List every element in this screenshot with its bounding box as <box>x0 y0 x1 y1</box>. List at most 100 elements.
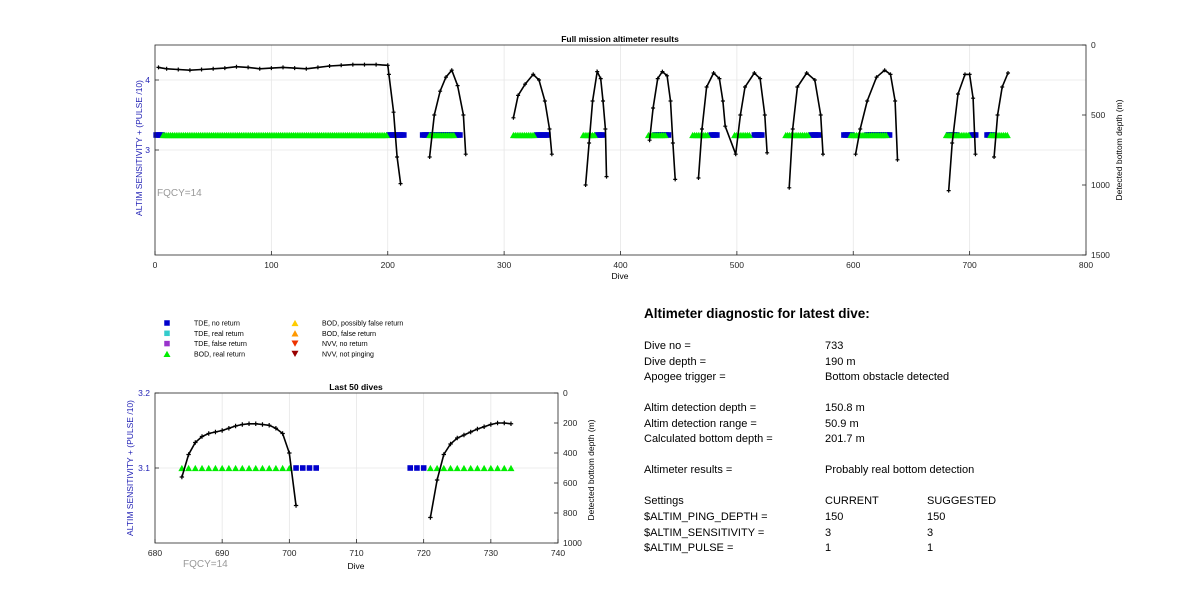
depth-marker <box>443 75 448 80</box>
depth-marker <box>946 188 951 193</box>
bod-real-return-marker <box>530 131 538 139</box>
depth-marker <box>233 423 238 429</box>
depth-marker <box>1006 71 1011 75</box>
depth-marker <box>448 441 453 447</box>
depth-marker <box>280 431 285 436</box>
bod-real-return-marker <box>433 464 441 472</box>
bod-real-return-marker <box>480 464 488 472</box>
top-x-axis-label: Dive <box>611 271 628 281</box>
depth-marker <box>428 515 433 520</box>
depth-marker <box>547 127 552 131</box>
depth-marker <box>865 99 870 103</box>
y-tick-label: 3.2 <box>138 388 150 398</box>
depth-marker <box>339 63 344 68</box>
depth-line <box>584 69 608 186</box>
legend-square-icon <box>164 320 170 326</box>
depth-marker <box>704 85 709 89</box>
x-tick-label: 800 <box>1079 260 1093 270</box>
setting-suggested: 1 <box>927 542 934 554</box>
bod-real-return-marker <box>507 464 515 472</box>
depth-marker <box>434 477 440 483</box>
depth-marker <box>385 63 390 68</box>
y2-tick-label: 800 <box>563 508 577 518</box>
bod-real-return-marker <box>745 131 753 139</box>
apogee-label: Apogee trigger = <box>644 371 726 383</box>
bod-real-return-marker <box>426 464 434 472</box>
depth-marker <box>598 76 603 81</box>
x-tick-label: 690 <box>215 548 229 558</box>
depth-marker <box>516 93 521 98</box>
tde-no-return-marker <box>306 465 313 471</box>
bod-real-return-marker <box>467 464 475 472</box>
depth-marker <box>481 424 487 429</box>
tde-no-return-marker <box>293 465 299 471</box>
top-y-ticks: 34 <box>145 75 159 155</box>
tde-no-return-marker <box>299 465 306 471</box>
depth-marker <box>186 452 191 457</box>
depth-marker <box>787 185 792 190</box>
bod-real-return-marker <box>258 464 266 472</box>
depth-marker <box>187 68 192 73</box>
bod-real-return-marker <box>198 464 206 472</box>
depth-marker <box>762 113 767 117</box>
bod-real-return-marker <box>191 464 199 472</box>
depth-marker <box>587 141 592 145</box>
bottom-y-axis-label: ALTIM SENSITIVITY + (PULSE /10) <box>125 400 135 536</box>
depth-marker <box>601 99 606 103</box>
depth-marker <box>427 155 432 159</box>
x-tick-label: 720 <box>417 548 431 558</box>
setting-current: 3 <box>825 526 832 539</box>
legend-triangle-icon <box>291 340 299 347</box>
depth-marker <box>386 72 391 77</box>
depth-marker <box>304 66 309 71</box>
depth-marker <box>398 181 403 186</box>
top-y2-ticks: 0 500 1000 1500 <box>1082 40 1110 260</box>
y2-tick-label: 400 <box>563 448 577 458</box>
tde-no-return-marker <box>457 132 463 138</box>
results-label: Altimeter results = <box>644 464 733 476</box>
depth-marker <box>449 68 454 73</box>
depth-marker <box>253 421 258 426</box>
x-tick-label: 100 <box>264 260 278 270</box>
bod-real-return-marker <box>500 464 508 472</box>
depth-marker <box>219 428 225 433</box>
tde-no-return-marker <box>816 132 822 138</box>
depth-marker <box>670 141 675 145</box>
bod-real-return-marker <box>882 131 890 139</box>
depth-marker <box>269 66 274 71</box>
depth-marker <box>206 431 211 436</box>
bod-real-return-marker <box>494 464 502 472</box>
depth-marker <box>1000 85 1005 89</box>
marker-legend: TDE, no return TDE, real return TDE, false… <box>163 319 403 358</box>
depth-marker <box>438 89 443 94</box>
depth-marker <box>156 65 161 70</box>
bod-real-return-marker <box>487 464 495 472</box>
full-mission-chart: 0 100 200 300 400 500 600 700 800 34 05001000150… <box>134 34 1124 281</box>
depth-marker <box>651 106 656 110</box>
depth-marker <box>858 127 863 131</box>
depth-line <box>512 73 553 155</box>
settings-label: Settings <box>644 495 684 507</box>
bottom-series-layer <box>178 420 515 520</box>
bod-real-return-marker <box>185 464 193 472</box>
setting-suggested: 3 <box>927 526 934 539</box>
depth-marker <box>765 150 770 155</box>
depth-marker <box>882 68 887 73</box>
bod-real-return-marker <box>590 131 598 139</box>
bottom-x-ticks: 680 690 700 710 720 730 740 <box>148 539 565 558</box>
depth-marker <box>549 152 554 157</box>
legend-triangle-icon <box>291 319 299 327</box>
depth-marker <box>583 183 588 187</box>
top-y-axis-label: ALTIM SENSITIVITY + (PULSE /10) <box>134 80 144 216</box>
calc-depth-label: Calculated bottom depth = <box>644 433 773 445</box>
depth-marker <box>246 65 251 70</box>
depth-marker <box>362 62 367 67</box>
depth-marker <box>395 155 400 159</box>
depth-marker <box>812 78 817 82</box>
depth-marker <box>995 113 1000 117</box>
setting-current: 1 <box>825 542 832 554</box>
calc-depth-value: 201.7 m <box>825 433 865 445</box>
legend-label: TDE, real return <box>194 331 244 338</box>
depth-marker <box>967 72 972 77</box>
depth-marker <box>488 422 494 427</box>
